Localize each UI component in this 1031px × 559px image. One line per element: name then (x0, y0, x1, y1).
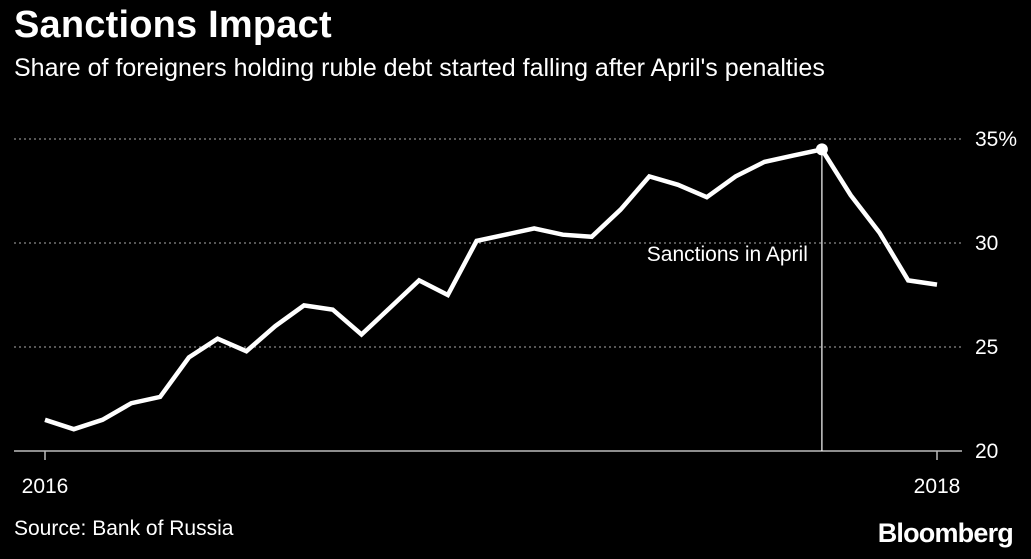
annotation-label: Sanctions in April (647, 243, 808, 266)
chart-subtitle: Share of foreigners holding ruble debt s… (14, 54, 825, 82)
series-line (44, 146, 938, 432)
x-tick-label: 2016 (22, 475, 69, 498)
chart-title: Sanctions Impact (14, 4, 332, 46)
y-tick-label: 30 (975, 232, 998, 255)
y-tick-label: 25 (975, 336, 998, 359)
bloomberg-logo: Bloomberg (877, 518, 1014, 548)
series-layer (44, 146, 938, 432)
grid-lines (14, 138, 962, 460)
x-tick-label: 2018 (914, 475, 961, 498)
y-tick-label: 35% (975, 128, 1017, 151)
source-note: Source: Bank of Russia (14, 517, 234, 540)
annotation: Sanctions in April (647, 143, 828, 451)
tick-labels: 20 25 30 35% 2016 2018 (22, 128, 1017, 498)
y-tick-label: 20 (975, 440, 998, 463)
